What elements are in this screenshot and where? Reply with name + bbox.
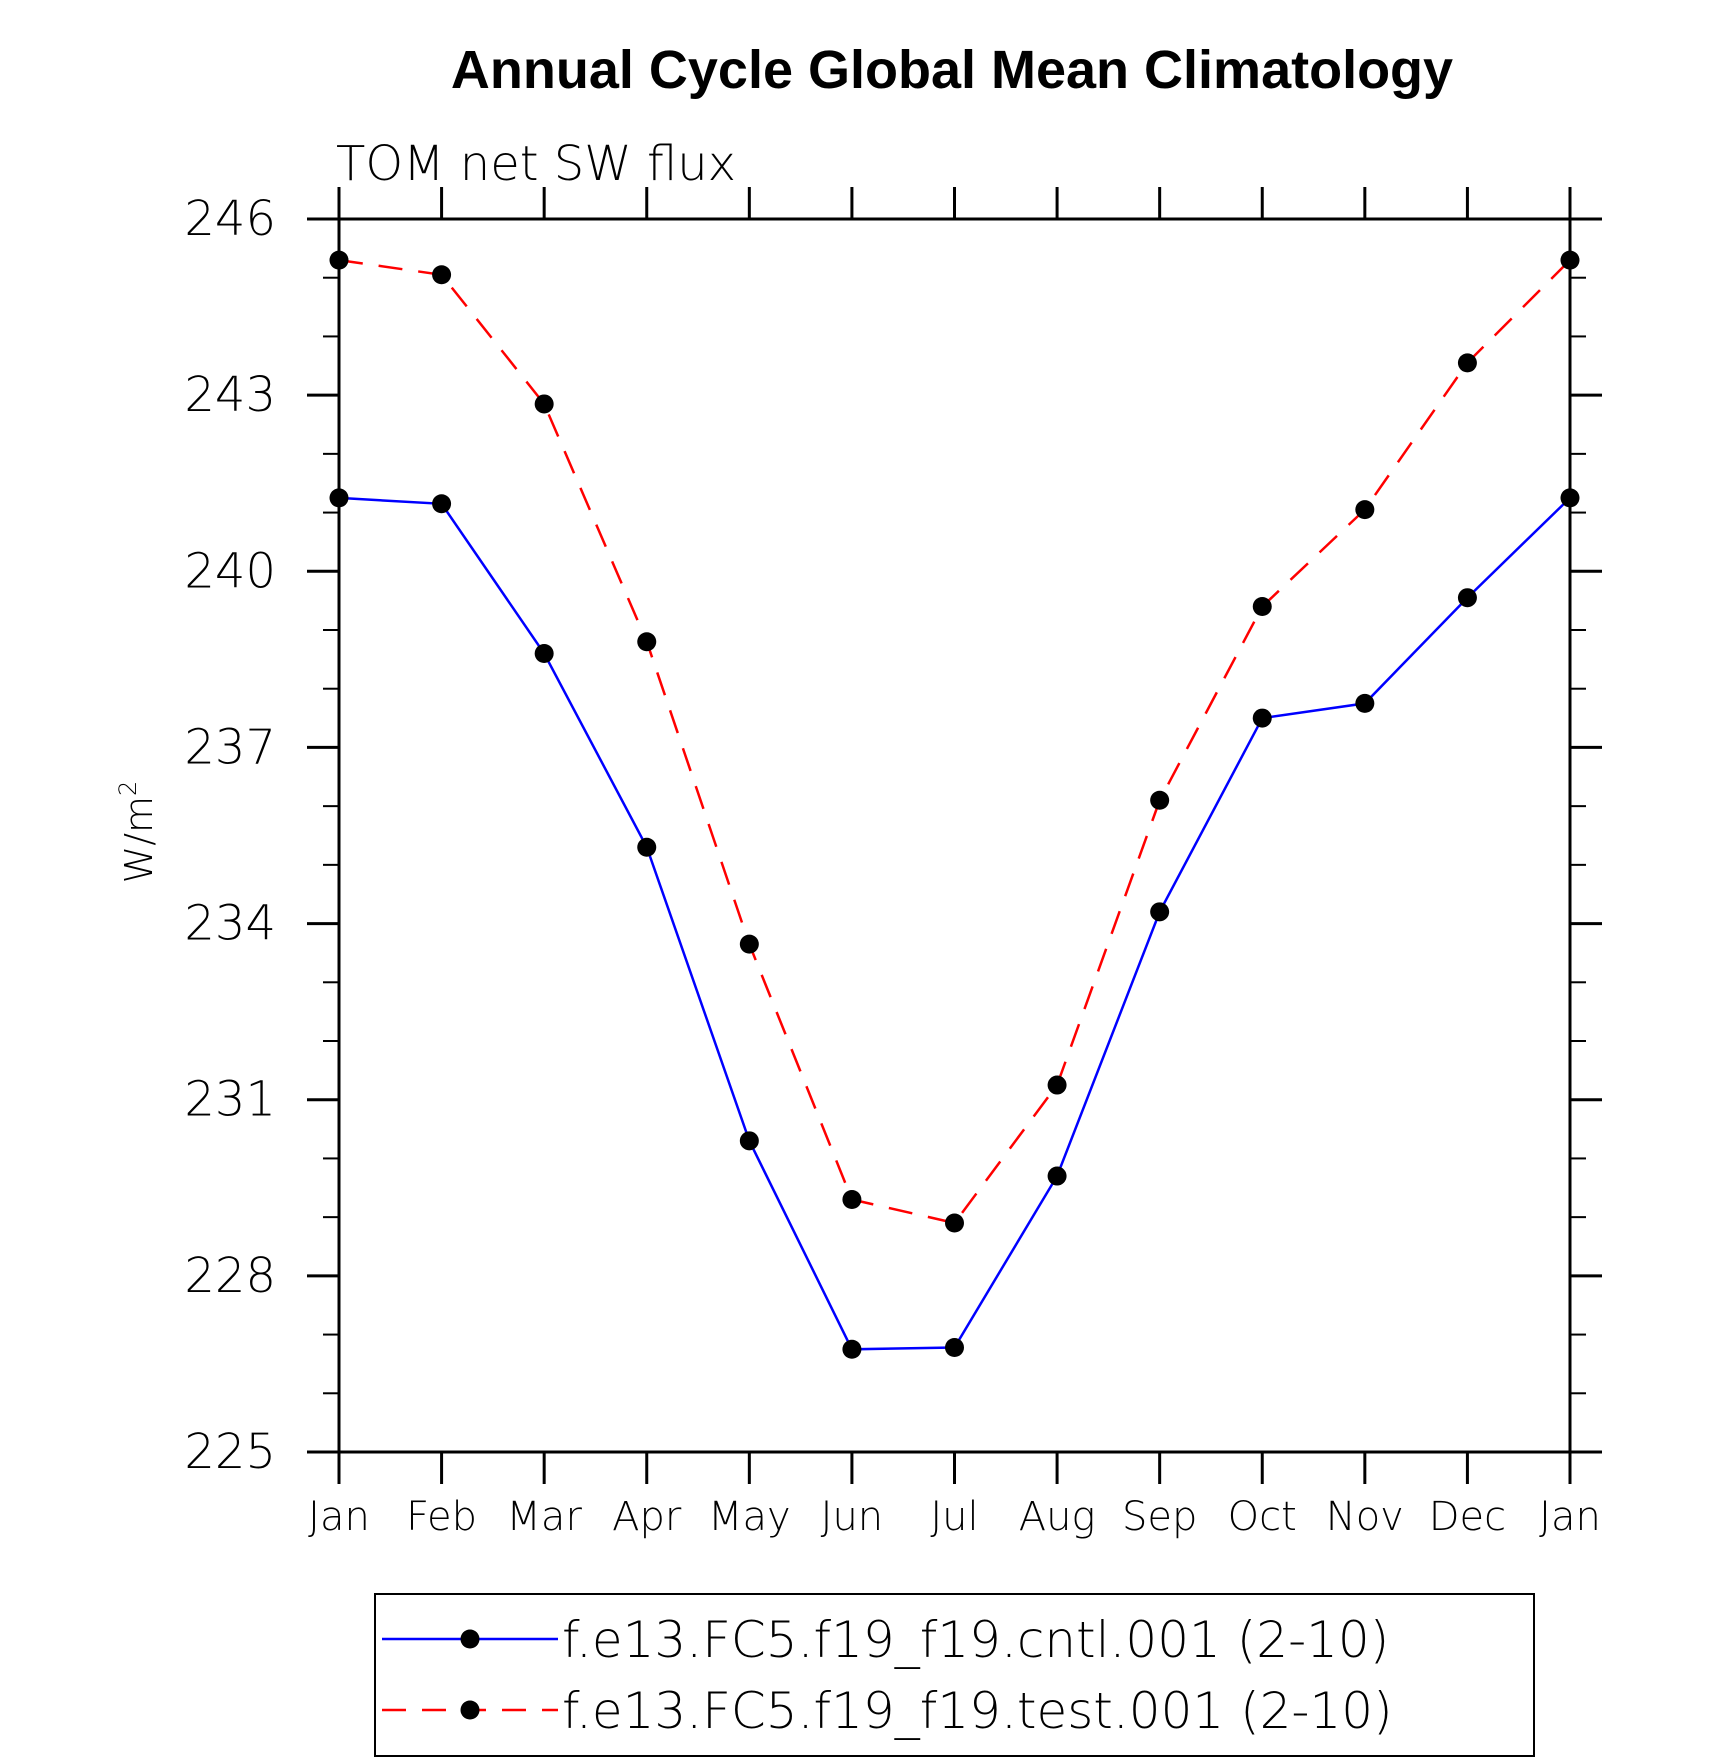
series-2-point — [1355, 500, 1375, 520]
y-tick-label: 243 — [184, 367, 276, 423]
x-tick-label: Nov — [1326, 1494, 1404, 1540]
series-1-point — [842, 1339, 862, 1359]
y-axis-label-base: W/m — [117, 796, 161, 883]
x-tick-label: Aug — [1019, 1494, 1096, 1540]
series-1-point — [945, 1337, 964, 1357]
legend: f.e13.FC5.f19_f19.cntl.001 (2-10) f.e13.F… — [374, 1593, 1535, 1757]
y-tick-label: 240 — [184, 543, 276, 599]
series-2-point — [945, 1213, 964, 1233]
series-1-point — [534, 643, 554, 663]
legend-label-2: f.e13.FC5.f19_f19.test.001 (2-10) — [562, 1682, 1393, 1740]
y-tick-label: 246 — [184, 191, 276, 247]
series-1-point — [1560, 488, 1580, 508]
axes: Jan Feb Mar Apr May Jun Jul Aug Sep Oct Nov Dec Jan 2… — [184, 187, 1602, 1540]
y-tick-label: 234 — [184, 896, 276, 952]
series-1-point — [637, 837, 657, 857]
y-axis-label: W/m2 — [114, 781, 161, 884]
series-layer — [329, 250, 1580, 1359]
series-2-point — [329, 250, 349, 270]
y-tick-label: 237 — [184, 719, 276, 775]
x-tick-label: Jul — [930, 1494, 978, 1540]
series-2-point — [534, 394, 554, 414]
x-tick-label: May — [708, 1494, 791, 1540]
x-tick-label: Jan — [1539, 1494, 1601, 1540]
series-2-point — [637, 632, 657, 652]
x-tick-label: Feb — [406, 1494, 477, 1540]
y-tick-label: 231 — [184, 1072, 276, 1128]
x-tick-label: Dec — [1429, 1494, 1506, 1540]
x-tick-label: Mar — [506, 1494, 582, 1540]
y-tick-label: 228 — [184, 1248, 276, 1304]
legend-marker-1 — [460, 1629, 480, 1649]
series-1-point — [1355, 693, 1375, 713]
series-line-2 — [338, 258, 1571, 1225]
series-2-point — [1252, 597, 1272, 617]
series-1-point — [1252, 708, 1272, 728]
chart-subtitle: TOM net SW flux — [336, 136, 736, 192]
legend-label-1: f.e13.FC5.f19_f19.cntl.001 (2-10) — [562, 1611, 1389, 1669]
series-1-point — [1047, 1166, 1067, 1186]
series-1-point — [1150, 902, 1170, 922]
series-1-point — [329, 488, 349, 508]
x-tick-label: Jun — [821, 1494, 884, 1540]
series-2-point — [1560, 250, 1580, 270]
series-2-point — [739, 934, 759, 954]
series-2-point — [432, 265, 452, 285]
series-1-point — [739, 1131, 759, 1151]
x-tick-label: Jan — [308, 1494, 370, 1540]
series-2-point — [1457, 353, 1477, 373]
series-2-point — [842, 1190, 862, 1210]
series-2-point — [1150, 790, 1170, 810]
svg-text:W/m2: W/m2 — [114, 781, 161, 884]
x-tick-label: Oct — [1228, 1494, 1297, 1540]
x-tick-label: Sep — [1122, 1494, 1197, 1540]
legend-box — [374, 1593, 1535, 1757]
y-axis-label-superscript: 2 — [114, 781, 142, 796]
series-2-point — [1047, 1075, 1067, 1095]
series-1-point — [1457, 588, 1477, 608]
x-tick-label: Apr — [612, 1494, 682, 1540]
plot-frame — [337, 217, 1572, 1454]
legend-marker-2 — [460, 1700, 480, 1720]
y-tick-label: 225 — [184, 1424, 276, 1480]
series-1-point — [432, 494, 452, 514]
chart-title: Annual Cycle Global Mean Climatology — [451, 40, 1453, 100]
